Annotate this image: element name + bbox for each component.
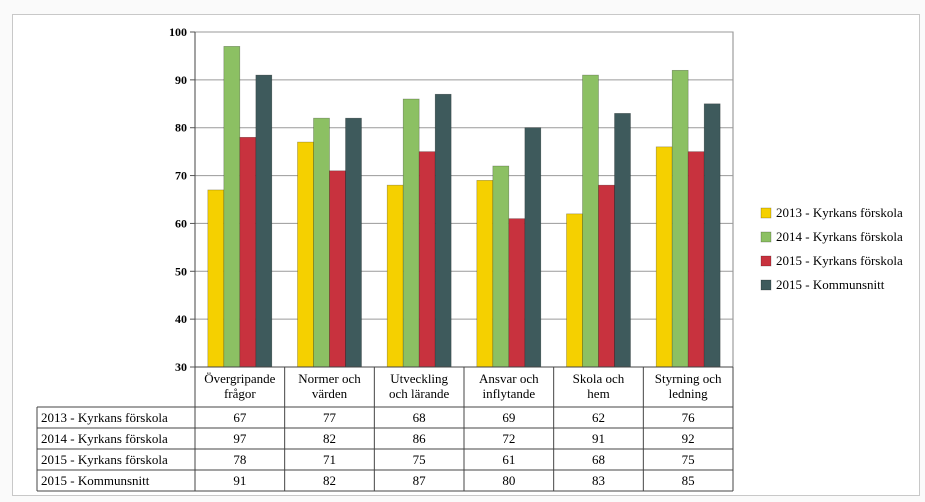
table-cell: 80 [502,473,515,488]
y-tick-label: 90 [175,73,187,87]
table-cell: 68 [592,452,605,467]
bar [239,136,257,368]
bar [418,151,436,368]
table-cell: 76 [682,410,696,425]
bar [297,141,314,368]
table-cell: 97 [233,431,247,446]
bar [223,46,241,368]
category-label: inflytande [482,386,535,401]
legend-label: 2013 - Kyrkans förskola [776,205,903,220]
table-cell: 92 [682,431,695,446]
category-label: Ansvar och [479,371,539,386]
table-cell: 85 [682,473,695,488]
legend-label: 2015 - Kommunsnitt [776,277,885,292]
bar [687,151,705,368]
bar [386,184,404,368]
category-label: värden [312,386,348,401]
y-tick-label: 100 [169,25,187,39]
table-row-header: 2014 - Kyrkans förskola [41,431,168,446]
table-cell: 75 [413,452,426,467]
category-label: hem [587,386,609,401]
category-label: Styrning och [655,371,722,386]
bar [614,113,631,368]
table-cell: 83 [592,473,605,488]
table-cell: 71 [323,452,336,467]
category-label: Skola och [573,371,625,386]
table-cell: 78 [233,452,246,467]
bar [255,74,273,368]
bar [476,180,494,368]
bar [313,117,330,368]
bar [655,146,673,368]
y-tick-label: 30 [175,360,187,374]
table-cell: 68 [413,410,426,425]
table-cell: 69 [502,410,515,425]
plot-area [194,31,734,368]
bar [703,103,721,368]
table-row-header: 2013 - Kyrkans förskola [41,410,168,425]
table-cell: 91 [592,431,605,446]
table-cell: 61 [502,452,515,467]
bar [671,69,689,368]
table-row-header: 2015 - Kommunsnitt [41,473,150,488]
bar [402,98,420,368]
chart-container: 30 40 50 60 70 80 90 100 Övergripande frågor Norm… [12,14,920,496]
table-cell: 91 [233,473,246,488]
table-row-header: 2015 - Kyrkans förskola [41,452,168,467]
bar [524,127,542,368]
bar [345,117,362,368]
bar [207,189,225,368]
y-tick-label: 50 [175,264,187,278]
category-label: ledning [669,386,708,401]
table-cell: 77 [323,410,337,425]
bar [582,74,599,368]
bar [508,218,526,368]
bar [329,170,346,368]
table-cell: 82 [323,473,336,488]
table-cell: 62 [592,410,605,425]
table-cell: 87 [413,473,427,488]
y-tick-label: 40 [175,312,187,326]
category-label: Utveckling [390,371,448,386]
bar [434,93,452,368]
legend-label: 2014 - Kyrkans förskola [776,229,903,244]
y-tick-label: 80 [175,121,187,135]
table-cell: 67 [233,410,247,425]
legend-swatch [760,207,772,219]
category-label: Övergripande [204,371,275,386]
bar [598,184,615,368]
legend-label: 2015 - Kyrkans förskola [776,253,903,268]
y-tick-label: 60 [175,216,187,230]
category-label: frågor [224,386,256,401]
table-cell: 86 [413,431,427,446]
bar [566,213,583,368]
legend-swatch [760,255,772,267]
legend-swatch [760,231,772,243]
legend-swatch [760,279,772,291]
y-tick-label: 70 [175,169,187,183]
bar [492,165,510,368]
table-cell: 72 [502,431,515,446]
category-label: Normer och [298,371,361,386]
category-label: och lärande [389,386,450,401]
table-cell: 82 [323,431,336,446]
table-cell: 75 [682,452,695,467]
